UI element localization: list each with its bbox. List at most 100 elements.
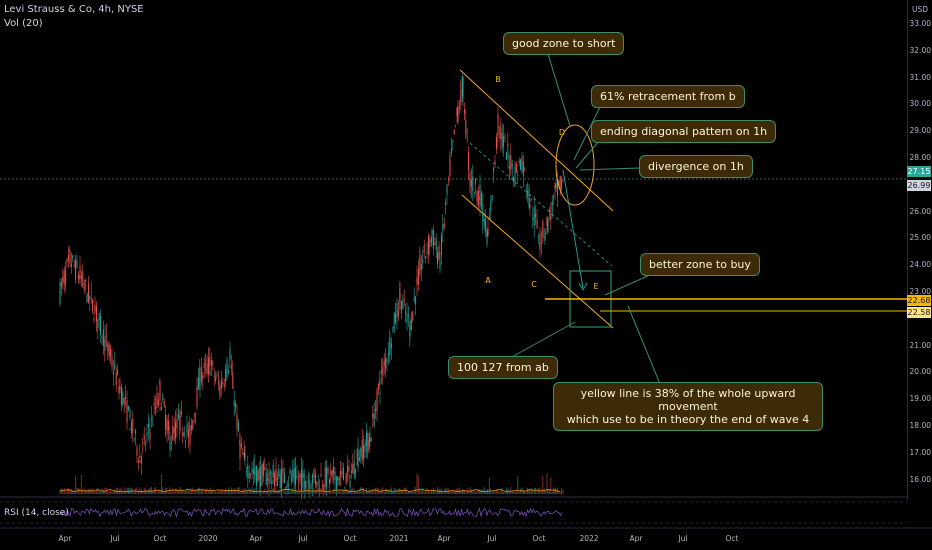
candle-body: [456, 108, 458, 117]
candle-body: [556, 179, 558, 196]
candle-body: [72, 255, 74, 259]
candle-body: [122, 392, 124, 405]
candle-body: [561, 179, 563, 191]
candle-body: [468, 152, 470, 170]
candle-body: [463, 109, 465, 114]
candle-body: [152, 424, 154, 426]
candle-body: [133, 438, 135, 440]
candle-body: [521, 159, 523, 172]
volume-bar: [438, 489, 440, 494]
volume-bar: [327, 491, 329, 494]
annotation-fib-extension[interactable]: 100 127 from ab: [448, 356, 558, 379]
candle-body: [153, 402, 155, 406]
volume-bar: [379, 491, 381, 494]
candle-body: [157, 399, 159, 405]
candle-body: [522, 161, 524, 176]
candle-body: [473, 192, 475, 194]
volume-bar: [427, 490, 429, 494]
volume-bar: [559, 491, 561, 494]
annotation-retracement[interactable]: 61% retracement from b: [591, 85, 745, 108]
volume-bar: [460, 491, 462, 494]
volume-bar: [180, 489, 182, 494]
candle-body: [92, 298, 94, 311]
volume-bar: [172, 487, 174, 494]
volume-bar: [173, 491, 175, 494]
volume-bar: [352, 487, 354, 494]
candle-body: [60, 281, 62, 287]
time-tick: Jul: [678, 534, 688, 543]
candle-body: [483, 219, 485, 226]
candle-body: [203, 363, 205, 368]
price-tick: 33.00: [909, 19, 931, 28]
candle-body: [480, 192, 482, 206]
volume-bar: [167, 491, 169, 494]
candle-body: [385, 358, 387, 369]
candle-body: [386, 358, 388, 363]
annotation-buy-zone[interactable]: better zone to buy: [640, 253, 760, 276]
volume-indicator-label[interactable]: Vol (20): [4, 18, 43, 29]
time-tick: 2022: [579, 534, 599, 543]
candle-body: [434, 243, 436, 246]
time-tick: 2021: [389, 534, 409, 543]
volume-bar: [248, 488, 250, 494]
candle-body: [426, 251, 428, 253]
candle-body: [278, 469, 280, 477]
candle-body: [265, 472, 267, 485]
symbol-title[interactable]: Levi Strauss & Co, 4h, NYSE: [4, 4, 144, 15]
volume-bar: [133, 490, 135, 494]
candle-body: [97, 319, 99, 329]
candle-body: [350, 470, 352, 473]
candle-body: [297, 479, 299, 481]
candle-body: [283, 473, 285, 484]
price-axis[interactable]: 33.00 32.00 31.00 30.00 29.00 28.00 26.00 25.00…: [907, 0, 932, 500]
annotation-divergence[interactable]: divergence on 1h: [639, 155, 753, 178]
candle-body: [321, 484, 323, 487]
volume-bar: [468, 491, 470, 494]
candle-body: [180, 412, 182, 414]
candle-body: [137, 460, 139, 463]
volume-bar: [450, 491, 452, 494]
volume-bar: [548, 489, 550, 494]
volume-bar: [152, 490, 154, 494]
volume-bar: [313, 487, 315, 494]
candle-body: [342, 467, 344, 481]
volume-bar: [250, 489, 252, 494]
candle-body: [330, 470, 332, 475]
candle-body: [183, 431, 185, 437]
candle-body: [487, 228, 489, 237]
volume-bar: [397, 489, 399, 494]
volume-bar: [195, 491, 197, 494]
candle-body: [495, 136, 497, 150]
candle-body: [80, 275, 82, 279]
candle-body: [555, 183, 557, 189]
candle-body: [240, 443, 242, 448]
candle-body: [498, 126, 500, 128]
candle-body: [363, 445, 365, 460]
candle-body: [510, 155, 512, 171]
rsi-indicator-label[interactable]: RSI (14, close): [4, 508, 69, 518]
volume-bar: [183, 491, 185, 494]
volume-bar: [395, 489, 397, 494]
volume-bar: [431, 491, 433, 494]
annotation-ending-diagonal[interactable]: ending diagonal pattern on 1h: [591, 120, 777, 143]
candle-body: [420, 264, 422, 271]
volume-bar: [453, 489, 455, 494]
volume-bar: [115, 487, 117, 494]
candle-body: [439, 261, 441, 270]
candle-body: [416, 277, 418, 285]
level-tag-lower: 22.58: [907, 307, 931, 318]
volume-bar: [275, 487, 277, 494]
candle-body: [303, 473, 305, 491]
volume-bar: [223, 490, 225, 494]
candle-body: [413, 297, 415, 301]
candle-body: [326, 468, 328, 488]
annotation-yellow-line[interactable]: yellow line is 38% of the whole upward m…: [553, 382, 823, 431]
volume-bar: [293, 491, 295, 494]
candle-body: [535, 213, 537, 218]
candle-body: [400, 300, 402, 314]
candle-body: [323, 485, 325, 490]
candle-body: [190, 424, 192, 431]
annotation-short-zone[interactable]: good zone to short: [503, 32, 625, 55]
candle-body: [254, 466, 256, 475]
